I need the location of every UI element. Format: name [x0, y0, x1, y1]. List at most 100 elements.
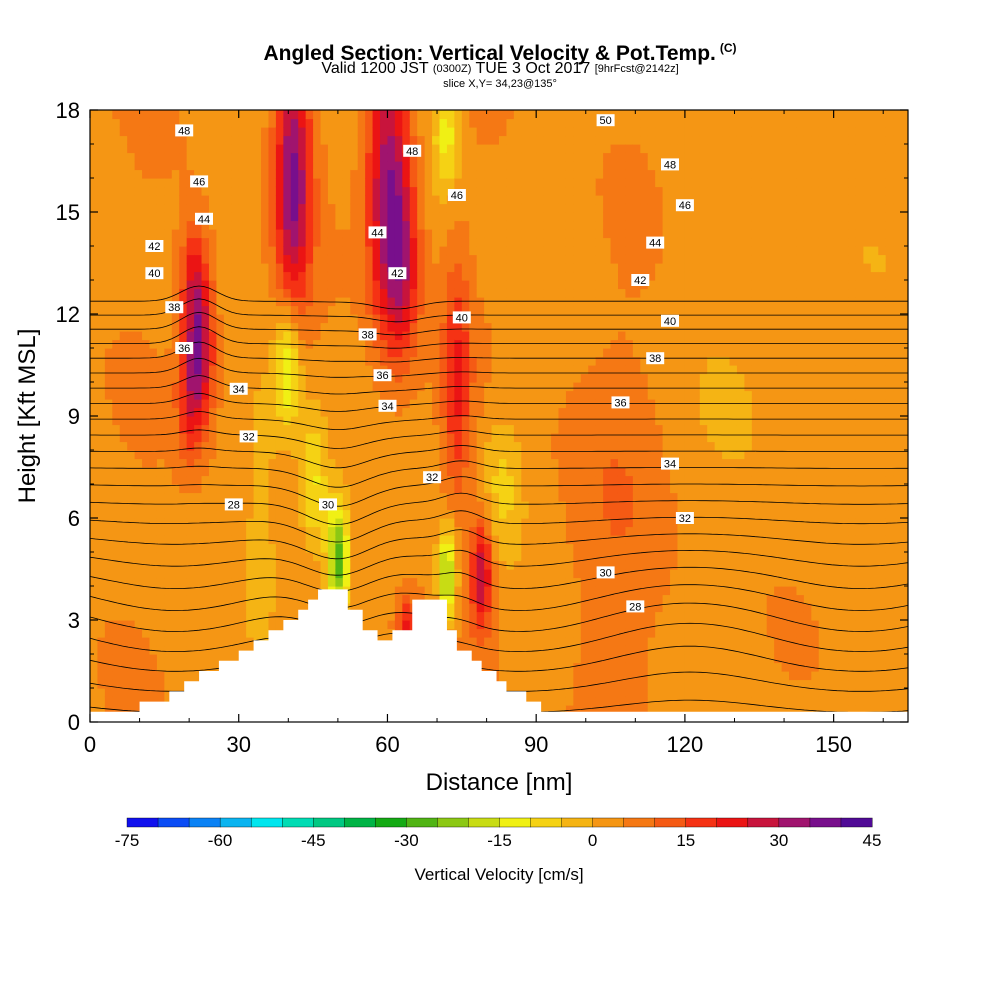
- velocity-cell: [208, 407, 218, 417]
- velocity-cell: [298, 492, 307, 502]
- velocity-cell: [454, 586, 463, 596]
- velocity-cell: [417, 492, 426, 502]
- velocity-cell: [454, 237, 463, 247]
- velocity-cell: [327, 552, 336, 562]
- velocity-cell: [335, 467, 344, 477]
- velocity-cell: [238, 195, 247, 205]
- velocity-cell: [402, 543, 411, 553]
- velocity-cell: [253, 237, 262, 247]
- velocity-cell: [335, 305, 344, 315]
- velocity-cell: [409, 135, 418, 145]
- velocity-cell: [97, 611, 106, 621]
- velocity-cell: [97, 696, 106, 706]
- velocity-cell: [528, 620, 537, 630]
- velocity-cell: [350, 152, 359, 162]
- velocity-cell: [171, 212, 180, 222]
- velocity-cell: [327, 305, 336, 315]
- velocity-cell: [387, 322, 396, 332]
- velocity-cell: [283, 475, 292, 485]
- velocity-cell: [104, 365, 113, 375]
- velocity-cell: [320, 365, 329, 375]
- velocity-cell: [350, 348, 359, 358]
- velocity-cell: [588, 450, 597, 460]
- velocity-cell: [201, 424, 210, 434]
- velocity-cell: [394, 331, 403, 341]
- velocity-cell: [119, 220, 128, 230]
- velocity-cell: [268, 560, 277, 570]
- velocity-cell: [231, 118, 240, 128]
- velocity-cell: [558, 552, 567, 562]
- velocity-cell: [231, 144, 240, 154]
- velocity-cell: [536, 390, 545, 400]
- velocity-cell: [573, 356, 582, 366]
- velocity-cell: [290, 501, 299, 511]
- velocity-cell: [432, 178, 441, 188]
- velocity-cell: [327, 407, 336, 417]
- velocity-cell: [119, 127, 128, 137]
- velocity-cell: [424, 280, 433, 290]
- velocity-cell: [313, 467, 322, 477]
- velocity-cell: [156, 679, 165, 689]
- velocity-cell: [506, 416, 515, 426]
- velocity-cell: [127, 611, 136, 621]
- velocity-cell: [186, 501, 195, 511]
- velocity-cell: [461, 356, 470, 366]
- velocity-cell: [565, 169, 574, 179]
- velocity-cell: [179, 611, 188, 621]
- velocity-cell: [402, 314, 411, 324]
- velocity-cell: [231, 203, 240, 213]
- velocity-cell: [216, 399, 225, 409]
- velocity-cell: [134, 467, 143, 477]
- velocity-cell: [246, 416, 255, 426]
- velocity-cell: [350, 501, 359, 511]
- velocity-cell: [253, 492, 262, 502]
- velocity-cell: [90, 110, 99, 120]
- velocity-cell: [603, 535, 612, 545]
- velocity-cell: [261, 458, 270, 468]
- velocity-cell: [164, 603, 173, 613]
- velocity-cell: [127, 560, 136, 570]
- velocity-cell: [476, 458, 485, 468]
- velocity-cell: [446, 501, 455, 511]
- velocity-cell: [186, 212, 195, 222]
- velocity-cell: [461, 390, 470, 400]
- velocity-cell: [595, 416, 604, 426]
- velocity-cell: [335, 246, 344, 256]
- velocity-cell: [528, 229, 537, 239]
- velocity-cell: [439, 229, 448, 239]
- velocity-cell: [216, 458, 225, 468]
- velocity-cell: [499, 645, 508, 655]
- velocity-cell: [558, 416, 567, 426]
- velocity-cell: [424, 484, 433, 494]
- velocity-cell: [305, 569, 314, 579]
- velocity-cell: [201, 127, 210, 137]
- velocity-cell: [565, 586, 574, 596]
- velocity-cell: [528, 611, 537, 621]
- velocity-cell: [208, 424, 218, 434]
- velocity-cell: [156, 509, 165, 519]
- velocity-cell: [186, 586, 195, 596]
- velocity-cell: [342, 118, 351, 128]
- velocity-cell: [142, 254, 151, 264]
- velocity-cell: [156, 526, 165, 536]
- velocity-cell: [551, 467, 560, 477]
- velocity-cell: [513, 229, 522, 239]
- velocity-cell: [97, 288, 106, 298]
- velocity-cell: [417, 535, 426, 545]
- velocity-cell: [119, 450, 128, 460]
- velocity-cell: [156, 356, 165, 366]
- velocity-cell: [112, 356, 121, 366]
- velocity-cell: [149, 603, 158, 613]
- velocity-cell: [506, 246, 515, 256]
- velocity-cell: [580, 484, 589, 494]
- velocity-cell: [112, 212, 121, 222]
- velocity-cell: [171, 560, 180, 570]
- velocity-cell: [469, 254, 478, 264]
- velocity-cell: [432, 416, 441, 426]
- velocity-cell: [588, 552, 597, 562]
- velocity-cell: [543, 696, 552, 706]
- velocity-cell: [134, 662, 143, 672]
- velocity-cell: [119, 331, 128, 341]
- velocity-cell: [402, 407, 411, 417]
- velocity-cell: [506, 169, 515, 179]
